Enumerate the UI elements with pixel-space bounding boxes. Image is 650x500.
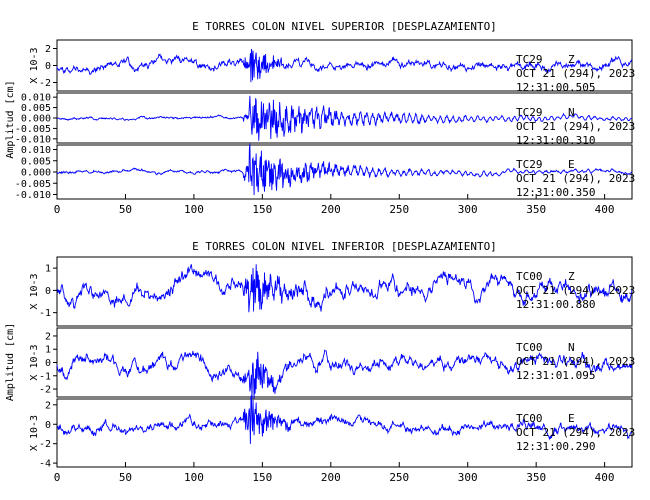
- x-tick-label: 300: [458, 471, 478, 484]
- y-tick-label: -2: [39, 385, 51, 396]
- y-scale-label: X 10-3: [29, 273, 40, 309]
- x-tick-label: 250: [389, 471, 409, 484]
- y-tick-label: 2: [45, 400, 51, 411]
- y-tick-label: 1: [45, 345, 51, 356]
- y-tick-label: 1: [45, 264, 51, 275]
- y-tick-label: 0.000: [21, 168, 51, 179]
- x-tick-label: 400: [595, 471, 615, 484]
- record-date: OCT 21 (294), 2023: [516, 120, 635, 133]
- y-tick-label: -2: [39, 439, 51, 450]
- y-tick-label: 0: [45, 358, 51, 369]
- y-tick-label: 2: [45, 331, 51, 342]
- record-date: OCT 21 (294), 2023: [516, 426, 635, 439]
- x-tick-label: 150: [252, 471, 272, 484]
- station-code: TC00: [516, 270, 543, 283]
- station-code: TC29: [516, 106, 543, 119]
- y-tick-label: 0.010: [21, 93, 51, 104]
- x-tick-label: 0: [54, 471, 61, 484]
- waveform-line: [56, 264, 633, 313]
- y-tick-label: 0.005: [21, 103, 51, 114]
- x-tick-label: 400: [595, 203, 615, 216]
- component-code: E: [568, 412, 575, 425]
- y-scale-label: X 10-3: [29, 47, 40, 83]
- component-code: Z: [568, 270, 575, 283]
- y-tick-label: -0.005: [15, 124, 51, 135]
- station-code: TC00: [516, 341, 543, 354]
- y-tick-label: 2: [45, 44, 51, 55]
- y-tick-label: 0.000: [21, 114, 51, 125]
- y-tick-label: -0.005: [15, 179, 51, 190]
- component-code: Z: [568, 53, 575, 66]
- y-scale-label: X 10-3: [29, 344, 40, 380]
- y-axis-label: Amplitud [cm]: [5, 80, 16, 158]
- x-tick-label: 350: [526, 471, 546, 484]
- x-tick-label: 350: [526, 203, 546, 216]
- y-tick-label: -1: [39, 371, 51, 382]
- y-tick-label: 0: [45, 61, 51, 72]
- chart-title: E TORRES COLON NIVEL INFERIOR [DESPLAZAM…: [192, 240, 497, 253]
- waveform-line: [56, 95, 633, 141]
- y-tick-label: 0.005: [21, 156, 51, 167]
- figure-2: E TORRES COLON NIVEL INFERIOR [DESPLAZAM…: [5, 240, 635, 484]
- component-code: N: [568, 106, 575, 119]
- record-date: OCT 21 (294), 2023: [516, 355, 635, 368]
- chart-title: E TORRES COLON NIVEL SUPERIOR [DESPLAZAM…: [192, 20, 497, 33]
- component-code: N: [568, 341, 575, 354]
- x-tick-label: 250: [389, 203, 409, 216]
- y-tick-label: 0: [45, 286, 51, 297]
- x-tick-label: 100: [184, 203, 204, 216]
- x-tick-label: 200: [321, 203, 341, 216]
- y-axis-label: Amplitud [cm]: [5, 323, 16, 401]
- y-tick-label: -2: [39, 78, 51, 89]
- record-time: 12:31:01.095: [516, 369, 595, 382]
- x-tick-label: 50: [119, 203, 132, 216]
- record-date: OCT 21 (294), 2023: [516, 67, 635, 80]
- waveform-line: [56, 395, 633, 444]
- record-time: 12:31:00.505: [516, 81, 595, 94]
- x-tick-label: 50: [119, 471, 132, 484]
- x-tick-label: 0: [54, 203, 61, 216]
- component-code: E: [568, 158, 575, 171]
- waveform-line: [56, 143, 633, 195]
- y-scale-label: X 10-3: [29, 415, 40, 451]
- panel-frame: [56, 398, 633, 468]
- waveform-line: [56, 349, 633, 399]
- y-tick-label: 0.010: [21, 145, 51, 156]
- station-code: TC00: [516, 412, 543, 425]
- x-tick-label: 300: [458, 203, 478, 216]
- x-tick-label: 100: [184, 471, 204, 484]
- y-tick-label: -0.010: [15, 134, 51, 145]
- record-time: 12:31:00.310: [516, 134, 595, 147]
- station-code: TC29: [516, 53, 543, 66]
- figure-1: E TORRES COLON NIVEL SUPERIOR [DESPLAZAM…: [5, 20, 635, 216]
- x-tick-label: 200: [321, 471, 341, 484]
- record-time: 12:31:00.880: [516, 298, 595, 311]
- y-tick-label: 0: [45, 420, 51, 431]
- record-date: OCT 21 (294), 2023: [516, 284, 635, 297]
- record-time: 12:31:00.290: [516, 440, 595, 453]
- y-tick-label: -0.010: [15, 190, 51, 201]
- y-tick-label: -1: [39, 308, 51, 319]
- waveform-line: [56, 48, 633, 83]
- record-date: OCT 21 (294), 2023: [516, 172, 635, 185]
- x-tick-label: 150: [252, 203, 272, 216]
- record-time: 12:31:00.350: [516, 186, 595, 199]
- station-code: TC29: [516, 158, 543, 171]
- y-tick-label: -4: [39, 459, 51, 470]
